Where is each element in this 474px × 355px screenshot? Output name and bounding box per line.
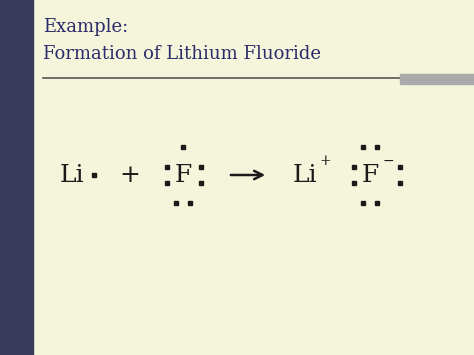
Bar <box>352 165 356 169</box>
Bar <box>375 201 379 205</box>
Bar <box>398 165 402 169</box>
Text: Example:: Example: <box>43 18 128 36</box>
Text: +: + <box>319 154 331 168</box>
Bar <box>0 0 33 355</box>
Bar <box>188 201 192 205</box>
Text: F: F <box>361 164 379 186</box>
Bar <box>174 201 178 205</box>
Bar <box>400 74 474 84</box>
Bar <box>199 165 203 169</box>
Bar <box>165 165 169 169</box>
Text: −: − <box>382 154 394 168</box>
Bar <box>398 181 402 185</box>
Bar <box>199 181 203 185</box>
Bar <box>181 145 185 149</box>
Text: F: F <box>174 164 191 186</box>
Bar <box>361 201 365 205</box>
Bar <box>352 181 356 185</box>
Bar <box>375 145 379 149</box>
Bar <box>361 145 365 149</box>
Bar <box>165 181 169 185</box>
Text: Li: Li <box>60 164 84 186</box>
Bar <box>92 173 96 177</box>
Text: Formation of Lithium Fluoride: Formation of Lithium Fluoride <box>43 45 321 63</box>
Text: Li: Li <box>292 164 317 186</box>
Text: +: + <box>119 164 140 186</box>
